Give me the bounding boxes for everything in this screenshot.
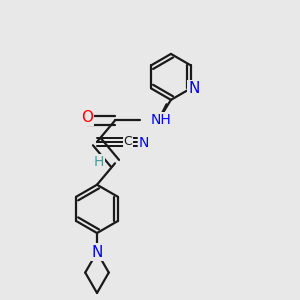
- Text: H: H: [94, 155, 104, 169]
- Text: N: N: [91, 245, 103, 260]
- Text: N: N: [188, 81, 200, 96]
- Text: C: C: [124, 135, 132, 148]
- Text: N: N: [139, 136, 149, 150]
- Text: O: O: [81, 110, 93, 125]
- Text: NH: NH: [150, 113, 171, 128]
